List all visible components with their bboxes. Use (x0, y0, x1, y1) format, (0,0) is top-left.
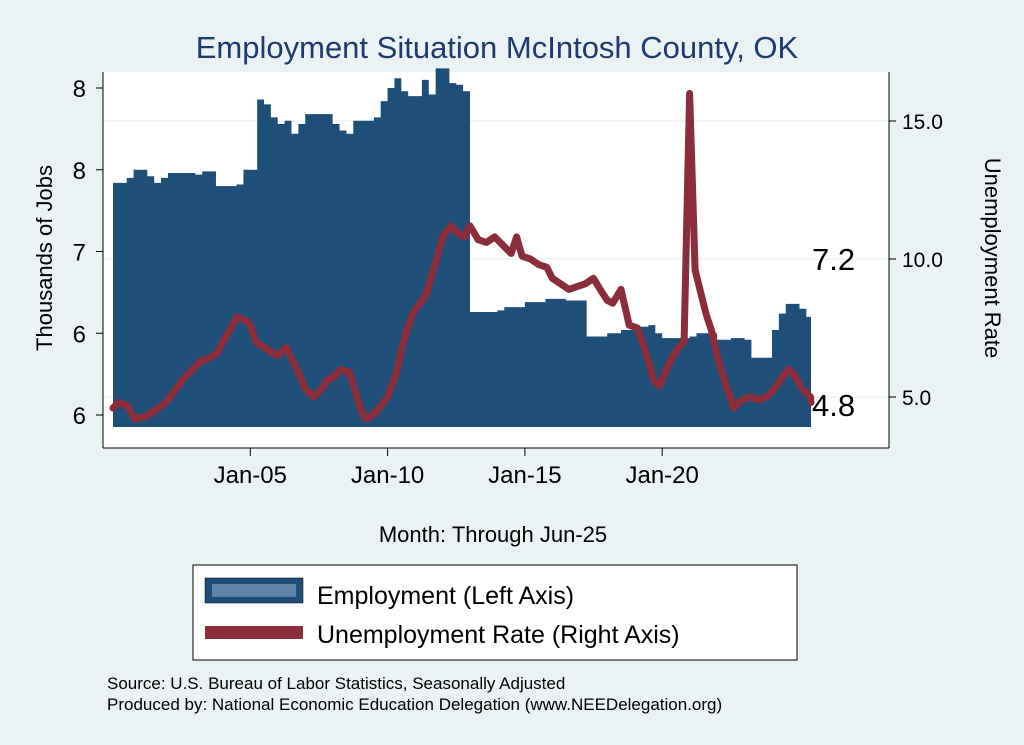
left-axis-label: Thousands of Jobs (32, 165, 57, 351)
employment-series (113, 68, 811, 427)
employment-end-label: 7.2 (812, 242, 855, 277)
right-axis-ticks: 5.0 10.0 15.0 (889, 111, 943, 410)
left-tick-label: 6 (73, 321, 86, 348)
x-tick-label: Jan-10 (351, 462, 424, 489)
unemployment-series (109, 89, 815, 423)
legend-swatch-unemployment (205, 626, 303, 639)
legend: Employment (Left Axis) Unemployment Rate… (192, 564, 798, 661)
employment-bars (113, 68, 811, 427)
unemployment-line (109, 89, 815, 423)
left-tick-label: 8 (73, 158, 86, 185)
x-axis-label: Month: Through Jun-25 (379, 522, 607, 547)
x-tick-label: Jan-15 (488, 462, 561, 489)
chart-title: Employment Situation McIntosh County, OK (196, 30, 799, 65)
legend-label-unemployment: Unemployment Rate (Right Axis) (317, 621, 680, 649)
right-axis-label: Unemployment Rate (980, 158, 1005, 359)
source-note: Source: U.S. Bureau of Labor Statistics,… (107, 674, 565, 693)
legend-swatch-employment-inner (212, 584, 296, 597)
right-tick-label: 10.0 (902, 249, 943, 272)
x-tick-label: Jan-20 (625, 462, 698, 489)
x-axis-ticks: Jan-05 Jan-10 Jan-15 Jan-20 (214, 448, 699, 489)
left-axis-ticks: 6 6 7 8 8 (73, 76, 103, 430)
unemployment-end-label: 4.8 (812, 388, 855, 423)
legend-label-employment: Employment (Left Axis) (317, 582, 574, 610)
producer-note: Produced by: National Economic Education… (107, 695, 722, 714)
left-tick-label: 8 (73, 76, 86, 103)
right-tick-label: 15.0 (902, 111, 943, 134)
left-tick-label: 6 (73, 403, 86, 430)
left-tick-label: 7 (73, 240, 86, 267)
right-tick-label: 5.0 (902, 387, 931, 410)
x-tick-label: Jan-05 (214, 462, 287, 489)
